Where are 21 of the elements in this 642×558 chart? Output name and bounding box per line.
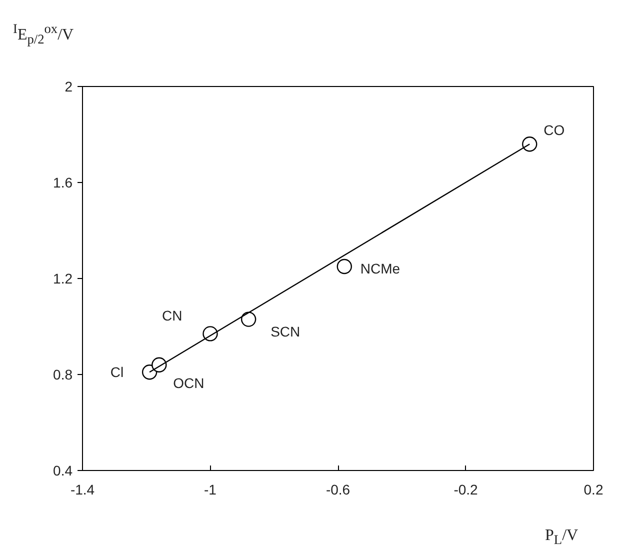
x-tick-label: 0.2 <box>584 482 604 498</box>
annotation: NCMe <box>360 260 400 276</box>
annotation: Cl <box>110 364 124 380</box>
annotation: CN <box>162 308 182 324</box>
point <box>240 312 256 327</box>
y-tick-label: 1.6 <box>53 174 73 190</box>
x-tick-label: -1 <box>204 482 217 498</box>
point <box>522 136 538 152</box>
point <box>336 258 352 274</box>
x-tick-label: -0.2 <box>454 482 478 498</box>
y-axis-title: $^{I}$E$_{p/2}$$^{ox}$/V <box>12 20 74 49</box>
y-tick-label: 1.2 <box>53 270 73 286</box>
y-tick-label: 2 <box>64 78 73 94</box>
x-tick-label: -0.6 <box>326 482 350 498</box>
annotation: OCN <box>173 374 204 391</box>
annotation: SCN <box>270 323 300 340</box>
y-tick-label: 0.8 <box>53 366 73 382</box>
annotation: CO <box>544 122 565 138</box>
x-axis-title: P$_{L}$/V <box>544 526 578 550</box>
y-tick-label: 0.4 <box>53 462 73 478</box>
x-tick-label: -1.4 <box>70 482 95 498</box>
